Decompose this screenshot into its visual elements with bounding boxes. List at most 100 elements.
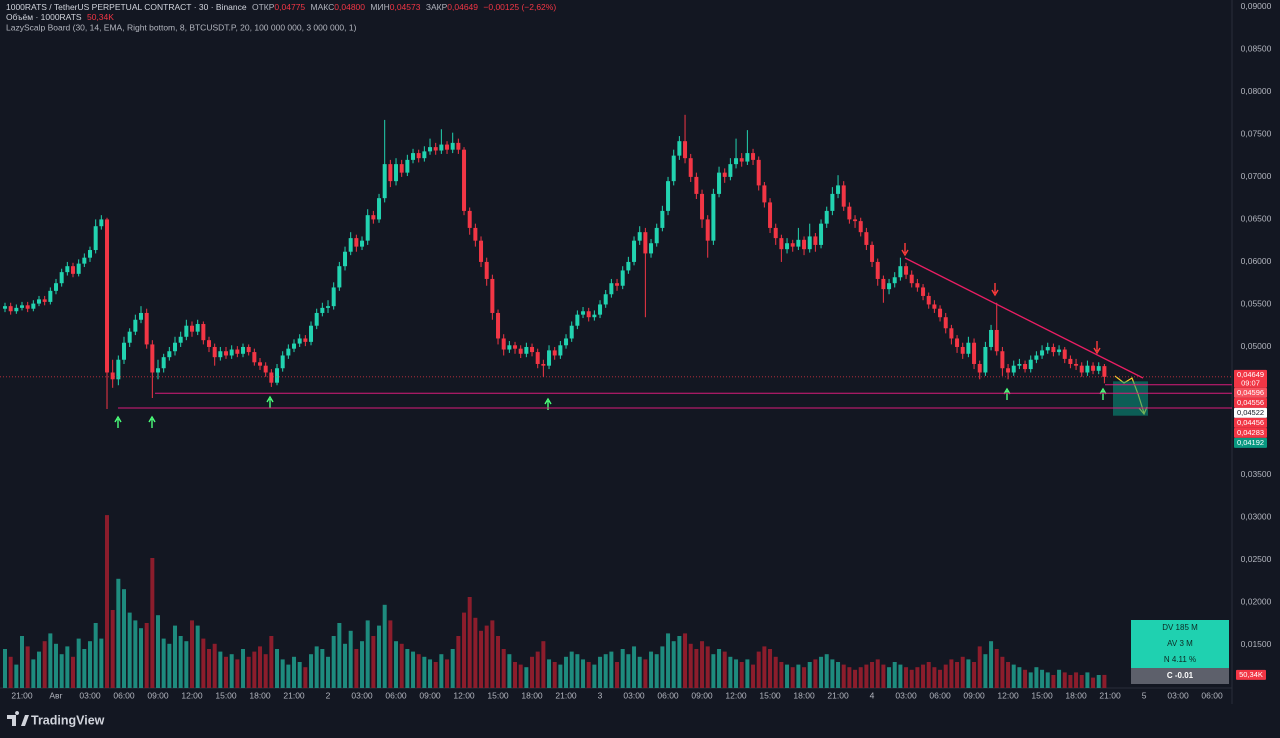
volume-bar [394,641,399,688]
volume-bar [3,649,7,688]
candle-body [915,283,920,288]
candle-body [722,172,727,177]
volume-bar [711,654,716,688]
candle-body [31,303,36,309]
volume-bar [575,654,580,688]
volume-bar [65,646,70,688]
volume-bar [195,625,200,688]
candle-body [388,164,393,182]
candle-body [297,338,302,344]
candle-body [881,278,886,290]
x-tick-label: 21:00 [11,690,33,700]
candle-body [1068,358,1073,364]
candle-body [711,193,716,241]
volume-bar [178,636,183,688]
candle-body [337,266,342,288]
price-label: 0,04192 [1237,438,1264,447]
volume-bar [1102,674,1107,688]
x-tick-label: 15:00 [1031,690,1053,700]
candle-body [1034,355,1039,360]
candle-body [496,312,501,339]
x-tick-label: 03:00 [895,690,917,700]
signal-arrow [114,415,122,428]
candle-body [598,304,603,315]
candle-body [615,283,620,286]
close-value: 0,04649 [447,2,478,12]
candle-body [218,351,223,358]
candle-body [377,198,382,220]
candle-body [972,342,977,364]
volume-bar [173,625,178,688]
candle-body [445,144,450,150]
candle-body [1017,363,1022,366]
volume-bar [20,636,25,688]
volume-bar [25,646,30,688]
volume-bar [966,659,971,688]
candle-body [983,346,988,373]
brand-logo [7,711,29,726]
board-cell [1131,668,1229,684]
volume-bar [1000,656,1005,688]
volume-bar [875,659,880,688]
price-label-box [1234,427,1267,438]
volume-bar [275,649,280,688]
volume-bar [246,656,251,688]
volume-bar [598,656,603,688]
x-tick-label: 12:00 [181,690,203,700]
volume-bar [785,664,790,688]
volume-bar [541,641,546,688]
volume-bar [1006,662,1011,688]
candle-body [320,307,325,313]
candle-body [739,158,744,162]
candle-body [433,147,438,151]
candle-body [280,355,285,369]
volume-bar [167,643,172,688]
candle-body [1023,363,1028,370]
candle-body [229,349,234,356]
volume-bar [892,662,897,688]
volume-bar [745,659,750,688]
volume-bar [586,662,591,688]
volume-bar [382,604,387,688]
candle-body [779,238,784,250]
candle-body [450,142,455,150]
x-tick-label: 06:00 [929,690,951,700]
candle-body [105,219,110,373]
candle-body [909,274,914,284]
board-text: C -0.01 [1167,671,1194,680]
volume-legend: Объём · 1000RATS 50,34K [6,12,114,22]
volume-bar [654,654,659,688]
volume-bar [632,646,637,688]
x-tick-label: 15:00 [215,690,237,700]
candle-body [802,239,807,250]
volume-bar [320,649,325,688]
candle-body [252,352,257,363]
volume-bar [71,656,76,688]
x-tick-label: 12:00 [997,690,1019,700]
candle-body [892,277,897,284]
volume-bar [1074,672,1079,688]
volume-bar [677,636,682,688]
x-tick-label: 4 [870,690,875,700]
candle-body [195,324,200,332]
candle-body [48,290,53,302]
volume-bar [99,638,104,688]
candle-body [824,210,829,224]
x-tick-label: 09:00 [691,690,713,700]
candle-body [700,193,705,220]
candle-body [484,261,489,279]
signal-arrow [991,283,999,297]
volume-bar [110,610,115,688]
open-label: ОТКР [252,2,275,12]
board-cell [1131,620,1229,636]
volume-bar [1079,675,1084,688]
candle-body [416,153,421,159]
volume-bar [830,659,835,688]
volume-bar [972,662,977,688]
candle-body [541,363,546,366]
volume-bar [870,662,875,688]
candle-body [989,329,994,347]
brand[interactable]: TradingView [7,711,105,727]
candle-body [632,240,637,262]
